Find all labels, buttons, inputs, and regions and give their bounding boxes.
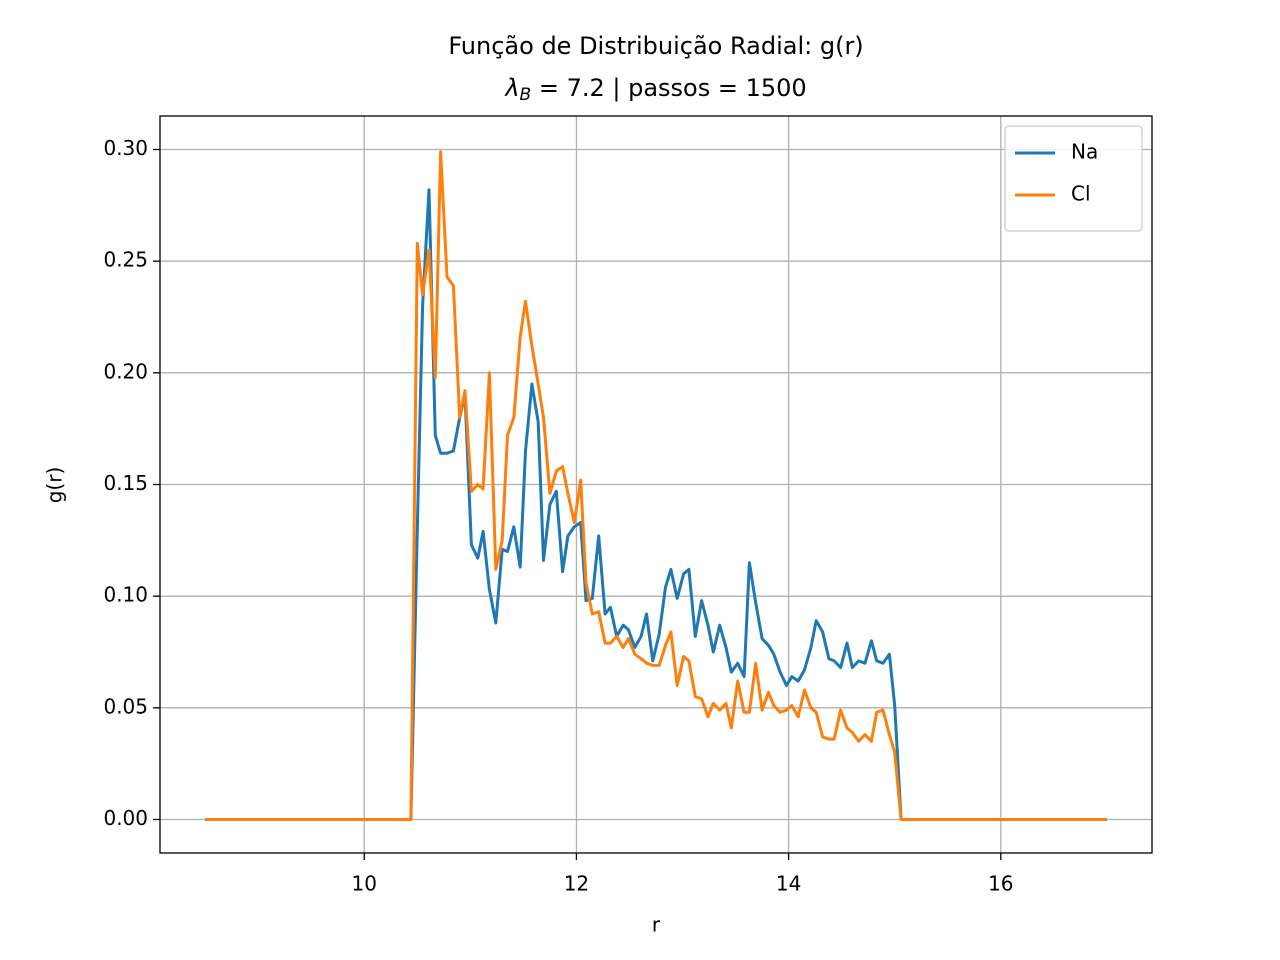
subtitle-symbol: λ: [503, 74, 519, 102]
y-axis-label: g(r): [43, 467, 67, 504]
legend-label: Na: [1071, 140, 1098, 164]
line-series: [205, 150, 1107, 821]
y-tick-label: 0.30: [103, 136, 148, 160]
y-tick-label: 0.15: [103, 471, 148, 495]
x-axis-label: r: [652, 913, 661, 937]
y-tick-label: 0.05: [103, 694, 148, 718]
legend: Na Cl: [1004, 125, 1143, 232]
y-tick-label: 0.25: [103, 248, 148, 272]
chart-subtitle: λB = 7.2 | passos = 1500: [503, 74, 806, 105]
subtitle-subscript: B: [520, 85, 532, 105]
x-tick-label: 14: [776, 872, 801, 896]
x-tick-label: 12: [564, 872, 589, 896]
x-tick-label: 16: [988, 872, 1013, 896]
line-series: [205, 188, 1107, 821]
x-tick-label: 10: [352, 872, 377, 896]
legend-label: Cl: [1071, 182, 1091, 206]
y-tick-label: 0.10: [103, 583, 148, 607]
subtitle-text: = 7.2 | passos = 1500: [531, 74, 806, 102]
plot-frame: [159, 115, 1153, 854]
chart-title: Função de Distribuição Radial: g(r): [448, 32, 863, 60]
y-tick-label: 0.00: [103, 806, 148, 830]
y-tick-label: 0.20: [103, 359, 148, 383]
